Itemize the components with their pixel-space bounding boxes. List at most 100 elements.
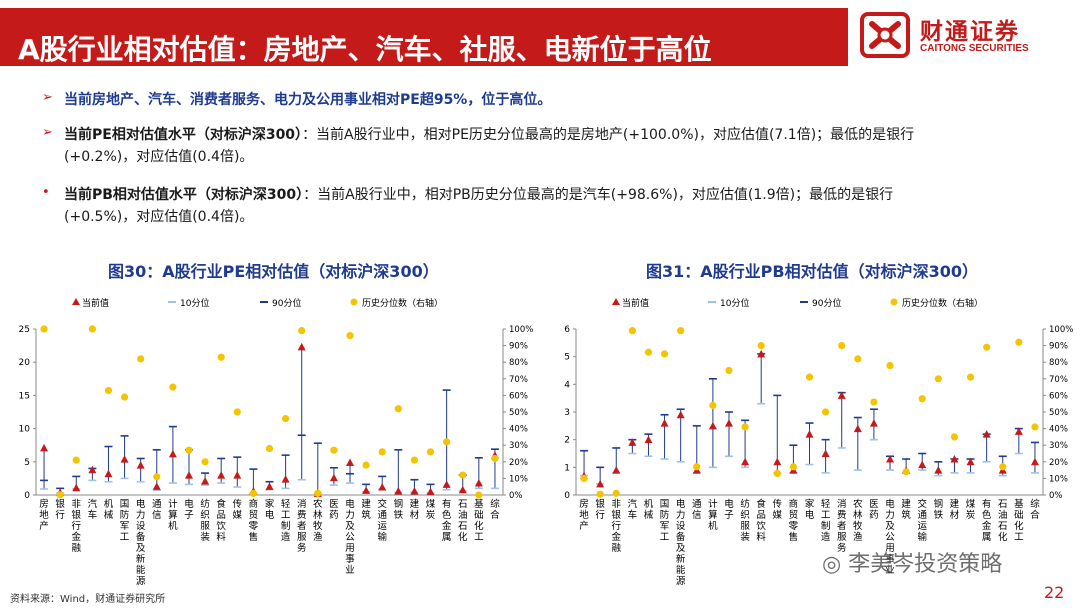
current-value-mark xyxy=(966,457,975,466)
x-tick-label: 交通运输 xyxy=(917,498,927,543)
y-tick-label: 2 xyxy=(564,436,570,446)
page-title: A股行业相对估值：房地产、汽车、社服、电新位于高位 xyxy=(18,33,712,66)
current-value-mark xyxy=(934,466,943,474)
x-tick-label: 有色金属 xyxy=(442,498,452,543)
y2-tick-label: 10% xyxy=(509,474,528,484)
x-tick-label: 石油石化 xyxy=(998,499,1008,543)
x-tick-label: 消费者服务 xyxy=(837,498,847,554)
legend-label: 当前值 xyxy=(622,297,649,309)
current-value-mark xyxy=(201,477,210,485)
y-tick-label: 20 xyxy=(19,358,31,368)
percentile-point xyxy=(757,342,765,350)
percentile-point xyxy=(378,448,386,456)
percentile-point xyxy=(886,361,894,370)
percentile-point xyxy=(983,343,991,351)
bullet-pb-line2: (+0.5%)，对应估值(0.4倍)。 xyxy=(64,209,254,225)
percentile-point xyxy=(950,433,959,441)
current-value-mark xyxy=(676,410,685,419)
legend-label: 当前值 xyxy=(82,297,109,309)
x-tick-label: 家电 xyxy=(265,498,275,521)
percentile-point xyxy=(693,463,701,471)
percentile-point xyxy=(628,327,636,335)
percentile-point xyxy=(426,448,435,456)
current-value-mark xyxy=(426,487,435,496)
current-value-mark xyxy=(88,465,97,474)
y2-tick-label: 70% xyxy=(509,375,528,385)
percentile-point xyxy=(443,438,451,446)
current-value-mark xyxy=(660,419,669,427)
x-tick-label: 建筑 xyxy=(901,498,911,521)
x-tick-label: 电力设备及新能源 xyxy=(136,498,146,587)
current-value-mark xyxy=(644,435,653,444)
current-value-mark xyxy=(886,455,895,463)
current-value-mark xyxy=(233,471,242,479)
bullet-summary-text: 当前房地产、汽车、消费者服务、电力及公用事业相对PE超95%，位于高位。 xyxy=(64,92,552,108)
current-value-mark xyxy=(853,424,862,433)
y2-tick-label: 20% xyxy=(509,458,528,468)
percentile-point xyxy=(580,474,588,482)
x-tick-label: 电力及公用事业 xyxy=(345,498,355,576)
page-number: 22 xyxy=(1044,583,1065,602)
x-tick-label: 电子 xyxy=(724,498,734,521)
current-value-mark xyxy=(708,421,717,430)
x-tick-label: 农林牧渔 xyxy=(313,498,323,543)
percentile-point xyxy=(314,489,322,497)
x-tick-label: 机械 xyxy=(104,498,114,521)
y-tick-label: 4 xyxy=(564,380,570,390)
x-tick-label: 食品饮料 xyxy=(216,498,226,543)
current-value-mark xyxy=(596,479,605,488)
x-tick-label: 汽车 xyxy=(88,498,98,521)
dot-bullet-icon: • xyxy=(42,185,50,200)
current-value-mark xyxy=(724,419,733,427)
current-value-mark xyxy=(869,419,878,427)
y2-tick-label: 30% xyxy=(509,441,528,451)
percentile-point xyxy=(612,489,620,497)
y2-tick-label: 100% xyxy=(1049,325,1073,335)
x-tick-label: 消费者服务 xyxy=(297,498,307,554)
x-tick-label: 家电 xyxy=(805,498,815,521)
percentile-point xyxy=(805,373,814,381)
percentile-point xyxy=(1015,338,1023,346)
percentile-point xyxy=(201,458,209,466)
percentile-point xyxy=(40,325,48,333)
y2-tick-label: 40% xyxy=(509,425,528,435)
y2-tick-label: 60% xyxy=(509,391,528,401)
x-tick-label: 有色金属 xyxy=(982,498,992,543)
percentile-point xyxy=(394,405,402,413)
legend-label: 历史分位数（右轴） xyxy=(362,297,443,309)
percentile-point xyxy=(169,383,177,391)
bullet-pe-line2: (+0.2%)，对应估值(0.4倍)。 xyxy=(64,149,254,165)
percentile-point xyxy=(822,408,830,416)
current-value-mark xyxy=(265,482,274,490)
legend-current-marker xyxy=(72,298,80,305)
y-tick-label: 0 xyxy=(564,491,570,501)
y-tick-label: 10 xyxy=(19,425,31,435)
y-tick-label: 0 xyxy=(24,491,30,501)
current-value-mark xyxy=(378,483,387,491)
percentile-point xyxy=(870,398,878,406)
current-value-mark xyxy=(362,486,371,494)
x-tick-label: 商贸零售 xyxy=(789,498,799,543)
percentile-point xyxy=(459,471,467,479)
y2-tick-label: 0% xyxy=(509,491,523,501)
wechat-watermark: ◎ 李美岑投资策略 xyxy=(822,546,1002,578)
percentile-point xyxy=(773,469,781,478)
y2-tick-label: 50% xyxy=(1049,408,1068,418)
x-tick-label: 汽车 xyxy=(628,498,638,521)
chart-title-pe: 图30：A股行业PE相对估值（对标沪深300） xyxy=(108,262,439,281)
y2-tick-label: 0% xyxy=(1049,491,1063,501)
x-tick-label: 电子 xyxy=(184,498,194,521)
legend-current-marker xyxy=(612,298,620,305)
percentile-point xyxy=(596,490,604,498)
x-tick-label: 银行 xyxy=(55,498,65,521)
y2-tick-label: 80% xyxy=(509,358,528,368)
percentile-point xyxy=(217,353,225,361)
legend-label: 90分位 xyxy=(812,297,841,309)
percentile-point xyxy=(88,325,96,333)
x-tick-label: 医药 xyxy=(869,499,879,521)
x-tick-label: 国防军工 xyxy=(120,499,130,543)
y2-tick-label: 40% xyxy=(1049,425,1068,435)
y2-tick-label: 20% xyxy=(1049,458,1068,468)
percentile-point xyxy=(249,489,257,497)
percentile-point xyxy=(282,415,290,423)
